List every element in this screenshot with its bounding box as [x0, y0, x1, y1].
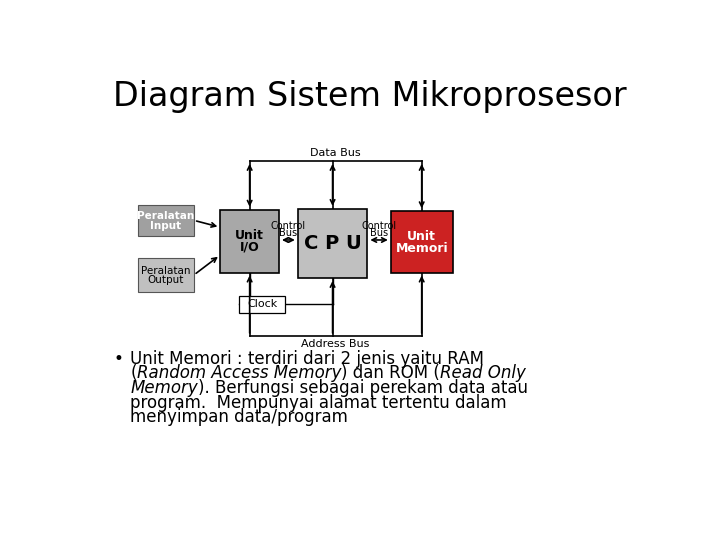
Bar: [138, 258, 194, 292]
Text: (: (: [130, 364, 137, 382]
Text: Random Access Memory: Random Access Memory: [137, 364, 341, 382]
Text: Input: Input: [150, 221, 181, 231]
Bar: [220, 210, 279, 273]
Text: Memory: Memory: [130, 379, 198, 397]
Bar: [297, 209, 367, 278]
Bar: [138, 205, 194, 236]
Text: Clock: Clock: [247, 299, 277, 309]
Text: Diagram Sistem Mikroprosesor: Diagram Sistem Mikroprosesor: [113, 80, 627, 113]
Text: Read Only: Read Only: [440, 364, 526, 382]
Text: Control: Control: [361, 221, 397, 231]
Text: Address Bus: Address Bus: [302, 339, 370, 349]
Text: I/O: I/O: [240, 241, 259, 254]
Bar: [391, 211, 453, 273]
Text: Peralatan: Peralatan: [138, 212, 194, 221]
Text: •: •: [113, 350, 123, 368]
Text: Memori: Memori: [395, 241, 448, 254]
Text: Unit Memori : terdiri dari 2 jenis yaitu RAM: Unit Memori : terdiri dari 2 jenis yaitu…: [130, 350, 485, 368]
Text: program.  Mempunyai alamat tertentu dalam: program. Mempunyai alamat tertentu dalam: [130, 394, 507, 411]
Text: Data Bus: Data Bus: [310, 148, 361, 158]
Text: Peralatan: Peralatan: [141, 266, 191, 276]
Text: Bus: Bus: [279, 228, 297, 239]
Text: menyimpan data/program: menyimpan data/program: [130, 408, 348, 426]
Text: Control: Control: [271, 221, 306, 231]
Text: C P U: C P U: [304, 234, 361, 253]
Text: ) dan ROM (: ) dan ROM (: [341, 364, 440, 382]
Text: Bus: Bus: [370, 228, 388, 239]
Text: ). Berfungsi sebagai perekam data atau: ). Berfungsi sebagai perekam data atau: [198, 379, 528, 397]
Bar: [239, 296, 285, 313]
Text: Unit: Unit: [235, 230, 264, 242]
Text: Output: Output: [148, 275, 184, 286]
Text: Unit: Unit: [408, 230, 436, 243]
